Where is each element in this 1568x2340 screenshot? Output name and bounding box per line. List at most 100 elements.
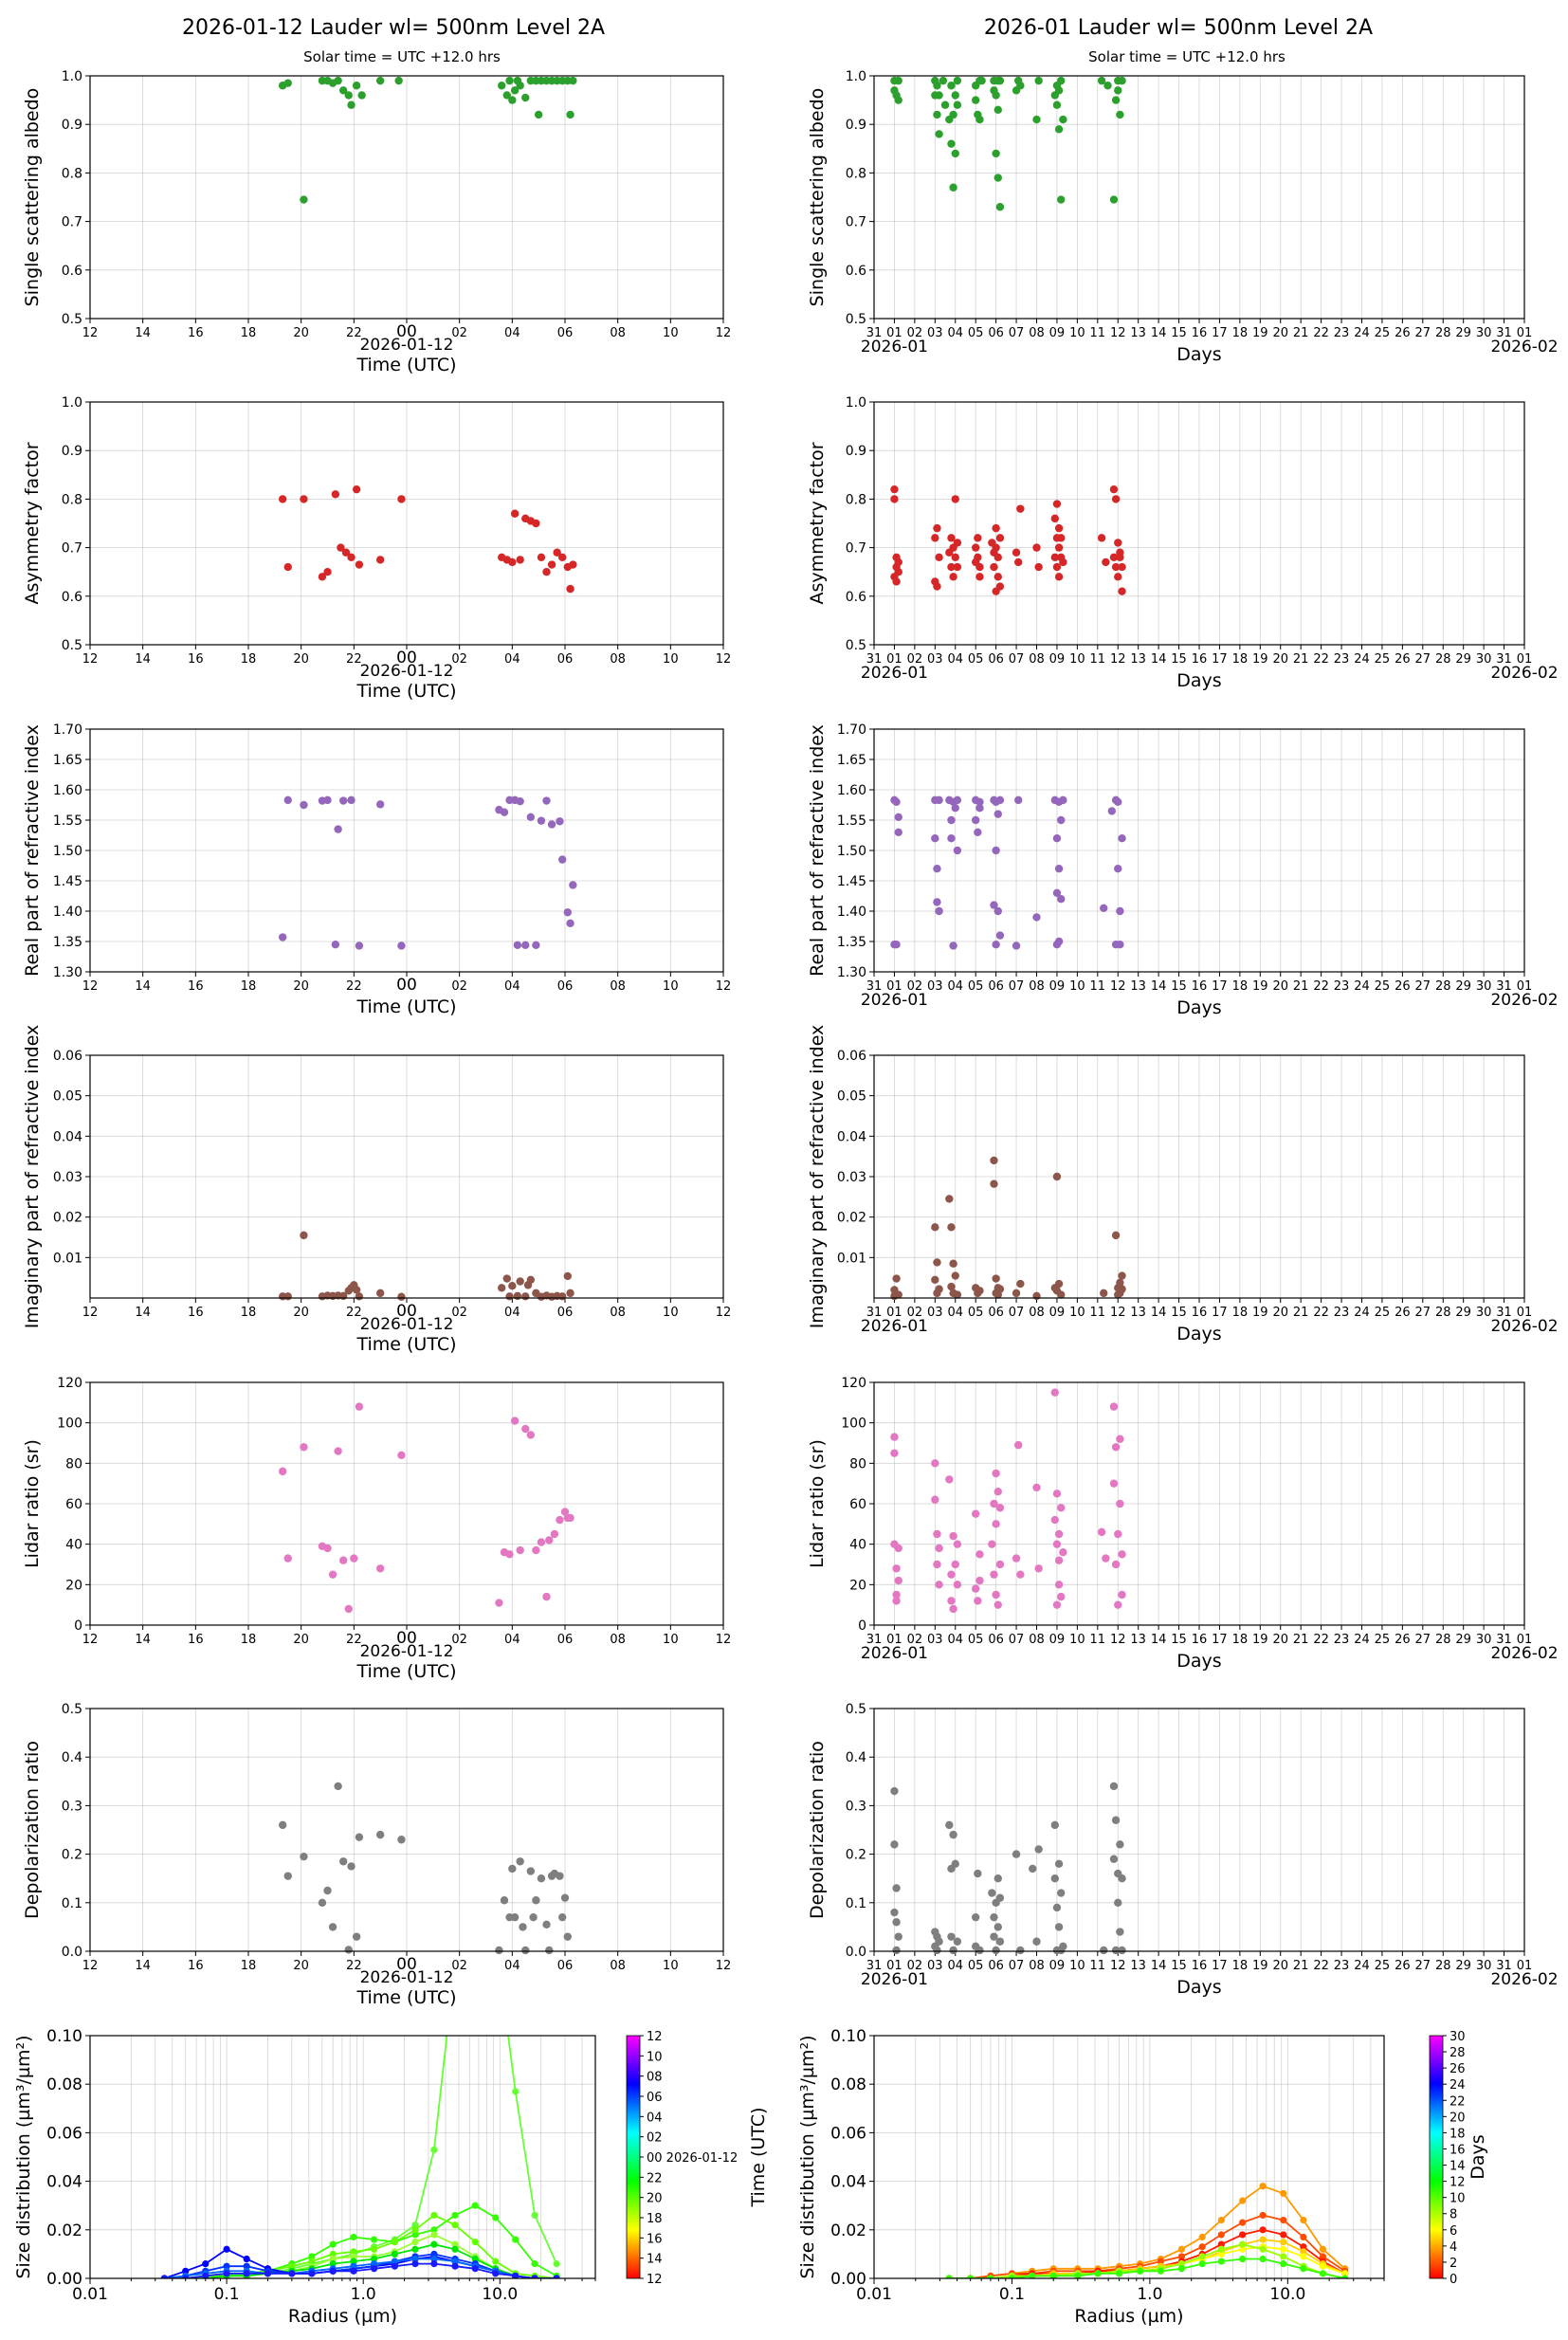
y-axis-label: Lidar ratio (sr) [807,1439,828,1568]
y-tick-label: 1.50 [837,844,866,859]
series-point [1259,2183,1267,2190]
y-tick-label: 60 [65,1497,82,1512]
data-point [1052,1903,1062,1912]
colorbar-tick-label: 30 [1449,2030,1466,2044]
data-point [300,195,308,204]
x-axis-label: Time (UTC) [356,1987,456,2008]
data-point [397,1292,406,1301]
data-point [560,1508,570,1516]
x-tick-label: 05 [968,979,984,994]
x-tick-label: 02 [451,979,467,994]
x-tick-label: 16 [188,979,204,994]
series-point [1198,2260,1206,2268]
x-tick-label: 22 [1313,1959,1329,1973]
data-point [995,1560,1005,1569]
series-point [288,2270,296,2277]
data-point [994,810,1002,818]
data-point [1111,1816,1121,1824]
series-point [411,2221,419,2229]
data-point [933,1258,941,1267]
data-point [558,553,567,562]
y-tick-label: 0.01 [53,1251,82,1266]
x-axis-label: Time (UTC) [356,996,456,1017]
colorbar-tick-label: 22 [647,2171,663,2185]
series-point [1157,2258,1165,2265]
colorbar-tick-label: 20 [1449,2111,1466,2125]
series-point [553,2275,560,2278]
x-tick-label: 14 [135,1306,151,1320]
data-point [990,1570,998,1579]
data-point [947,82,956,90]
series-point [1198,2243,1206,2251]
data-point [892,1884,901,1892]
x-tick-label: 25 [1375,1633,1391,1647]
data-point [1109,1479,1119,1488]
data-point [339,796,348,805]
data-point [1032,543,1041,552]
data-point [1014,558,1023,567]
data-point [1054,1581,1064,1589]
data-point [995,534,1005,542]
x-tick-label: 09 [1049,326,1066,340]
x-tick-label: 08 [1029,979,1045,994]
x-tick-label: 31 [866,652,883,667]
x-tick-label: 21 [1293,326,1309,340]
x-tick-label: 31 [1496,1306,1512,1320]
panel-depol_month: 31 01 02 03 04 05 06 07 08 09 10 11 12 13 14 15 16 17 18 19… [807,1702,1559,1998]
y-tick-label: 0.04 [830,2173,866,2192]
y-tick-label: 0.9 [62,444,82,459]
x-tick-label: 15 [1171,326,1187,340]
x-tick-label: 23 [1334,1633,1350,1647]
data-point [1016,82,1025,90]
x-tick-label: 13 [1130,652,1146,667]
series-point [350,2253,357,2260]
series-point [1259,2245,1267,2253]
data-point [278,1467,287,1476]
data-point [516,796,524,806]
x-tick-label: 02 [907,1633,923,1647]
series-point [370,2245,378,2253]
series-point [1300,2265,1307,2273]
x-tick-label: 24 [1354,1633,1370,1647]
colorbar-tick-label: 08 [647,2071,663,2085]
data-point [556,1872,564,1880]
colorbar-tick-label: 06 [647,2091,663,2105]
data-point [992,523,1000,533]
x-tick-label: 24 [1354,979,1370,994]
series-point [411,2231,419,2239]
data-point [1118,1590,1126,1600]
x-tick-label: 20 [1272,1959,1288,1973]
data-point [890,1433,899,1441]
data-point [569,76,577,85]
x-tick-label: 10.0 [1269,2285,1305,2304]
data-point [508,1282,517,1290]
data-point [1054,86,1064,95]
series-point [1094,2270,1102,2277]
y-tick-label: 0.9 [62,118,82,133]
x-tick-label: 09 [1049,979,1066,994]
y-tick-label: 0.3 [62,1799,82,1814]
data-point [1109,1782,1119,1791]
data-point [890,1908,899,1917]
x-tick-label: 16 [1192,1959,1208,1973]
data-point [1116,1840,1124,1849]
colorbar-tick-label: 24 [1449,2078,1466,2093]
data-point [300,1852,308,1861]
data-point [990,1499,998,1508]
data-point [355,560,364,569]
data-point [1050,1515,1059,1525]
data-point [397,495,406,503]
data-point [283,1554,292,1563]
x-tick-label: 27 [1415,1306,1431,1320]
x-tick-label: 12 [716,979,732,994]
data-point [1116,906,1124,916]
series-point [430,2146,438,2153]
series-point [370,2236,378,2243]
data-point [1097,1527,1106,1537]
data-point [566,1513,574,1523]
colorbar-tick-label: 10 [1449,2192,1466,2206]
data-point [995,795,1005,805]
x-tick-label: 14 [135,979,151,994]
data-point [508,96,517,104]
x-tick-label: 23 [1334,1306,1350,1320]
